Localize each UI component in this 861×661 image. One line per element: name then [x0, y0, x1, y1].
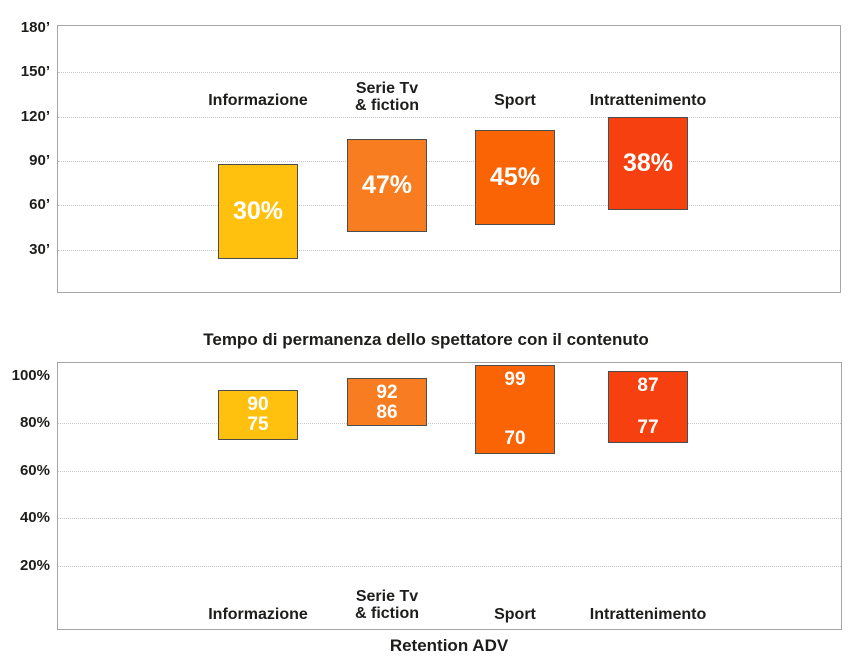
category-label-line: Sport: [494, 606, 536, 623]
bar-intrattenimento: 38%: [608, 117, 688, 210]
gridline-60: [58, 471, 841, 472]
retention-x-axis-title: Retention ADV: [389, 636, 509, 655]
bar-informazione: 90 75: [218, 390, 298, 440]
category-label-serie-tv-fiction: Serie Tv & fiction: [355, 588, 419, 622]
gridline-60: [58, 205, 840, 206]
bar-value-bottom: 75: [247, 414, 269, 435]
y-tick-label-180: 180’: [20, 19, 50, 36]
bar-value-label: 30%: [232, 197, 284, 225]
bar-value-label: 38%: [622, 149, 674, 177]
plot-area: [57, 362, 842, 630]
category-label-line: Sport: [494, 92, 536, 109]
gridline-80: [58, 423, 841, 424]
category-label-intrattenimento: Intrattenimento: [590, 606, 706, 623]
bar-value-top: 87: [637, 375, 659, 396]
gridline-30: [58, 250, 840, 251]
retention-chart-title: Tempo di permanenza dello spettatore con…: [203, 330, 649, 349]
category-label-line: Intrattenimento: [589, 606, 707, 623]
gridline-40: [58, 518, 841, 519]
gridline-90: [58, 161, 840, 162]
category-label-line: & fiction: [355, 605, 419, 622]
y-tick-label-100: 100%: [11, 367, 50, 384]
y-tick-label-30: 30’: [29, 241, 50, 258]
category-label-informazione: Informazione: [208, 606, 308, 623]
category-label-line: Serie Tv: [355, 80, 419, 97]
category-label-sport: Sport: [494, 92, 536, 109]
category-label-intrattenimento: Intrattenimento: [590, 92, 706, 109]
category-label-sport: Sport: [494, 606, 536, 623]
y-tick-label-120: 120’: [20, 108, 50, 125]
bar-value-label: 47%: [361, 171, 413, 199]
bar-value-bottom: 70: [504, 428, 526, 449]
y-tick-label-20: 20%: [19, 557, 50, 574]
bar-informazione: 30%: [218, 164, 298, 259]
y-tick-label-40: 40%: [19, 509, 50, 526]
gridline-120: [58, 117, 840, 118]
bar-sport: 45%: [475, 130, 555, 225]
gridline-20: [58, 566, 841, 567]
bar-value-label: 45%: [489, 163, 541, 191]
y-tick-label-150: 150’: [20, 63, 50, 80]
category-label-serie-tv-fiction: Serie Tv & fiction: [355, 80, 419, 114]
bar-value-top: 99: [504, 369, 526, 390]
category-label-line: Serie Tv: [355, 588, 419, 605]
bar-value-bottom: 86: [376, 402, 398, 423]
plot-area: [57, 25, 841, 293]
y-tick-label-60: 60%: [19, 462, 50, 479]
bar-value-top: 92: [376, 382, 398, 403]
bar-serie-tv-fiction: 92 86: [347, 378, 427, 426]
bar-intrattenimento: 87 77: [608, 371, 688, 443]
y-tick-label-90: 90’: [29, 152, 50, 169]
gridline-150: [58, 72, 840, 73]
bar-serie-tv-fiction: 47%: [347, 139, 427, 232]
category-label-line: & fiction: [355, 97, 419, 114]
bar-value-bottom: 77: [637, 417, 659, 438]
category-label-line: Intrattenimento: [589, 92, 707, 109]
y-tick-label-60: 60’: [29, 196, 50, 213]
category-label-informazione: Informazione: [208, 92, 308, 109]
bar-value-top: 90: [247, 394, 269, 415]
bar-sport: 99 70: [475, 365, 555, 454]
category-label-line: Informazione: [208, 92, 308, 109]
category-label-line: Informazione: [208, 606, 308, 623]
y-tick-label-80: 80%: [19, 414, 50, 431]
